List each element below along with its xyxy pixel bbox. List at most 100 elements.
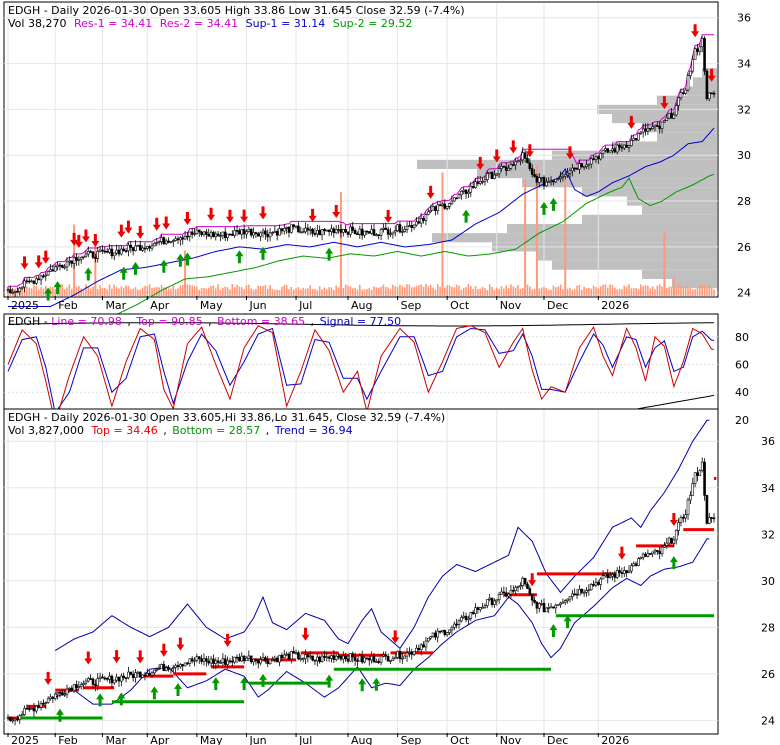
volume-bar <box>370 289 373 296</box>
candle-body <box>641 553 645 558</box>
candle-body <box>223 658 227 665</box>
volume-bar <box>576 285 578 296</box>
volume-bar <box>229 289 231 296</box>
sell-arrow-icon <box>509 140 518 154</box>
volume-bar <box>597 288 600 296</box>
volume-bar <box>106 289 108 296</box>
volume-bar <box>399 284 401 296</box>
candle-body <box>677 97 680 106</box>
profile-bar <box>672 278 717 289</box>
volume-bar <box>396 287 399 296</box>
candle-body <box>481 606 484 609</box>
volume-bar <box>654 289 656 296</box>
sell-arrow-icon <box>162 216 171 230</box>
candle-body <box>495 173 499 176</box>
candle-body <box>648 553 652 555</box>
profile-bar <box>507 223 717 234</box>
y-tick-label: 60 <box>735 358 749 371</box>
volume-bar <box>224 286 227 296</box>
volume-bar <box>274 289 276 296</box>
volume-bar <box>422 286 425 296</box>
candle-body <box>601 575 605 580</box>
candle-body <box>646 553 650 557</box>
candle-body <box>528 162 532 170</box>
candle-body <box>674 530 678 541</box>
candle-body <box>179 237 182 241</box>
volume-bar <box>250 288 253 296</box>
candle-body <box>460 617 463 622</box>
candle-body <box>424 214 428 221</box>
volume-bar <box>278 289 281 296</box>
candle-body <box>117 676 121 682</box>
candle-body <box>528 588 532 595</box>
candle-body <box>282 654 286 658</box>
volume-bar <box>588 287 590 296</box>
candle-body <box>228 660 232 663</box>
buy-arrow-icon <box>259 246 268 260</box>
candle-body <box>547 607 551 609</box>
candle-body <box>611 148 614 151</box>
candle-body <box>486 173 489 180</box>
volume-bar <box>389 289 392 296</box>
candle-body <box>167 667 170 670</box>
volume-bar <box>214 288 217 296</box>
volume-bar <box>139 289 142 296</box>
candle-body <box>323 655 326 658</box>
volume-bar <box>264 284 267 296</box>
candle-body <box>670 537 673 544</box>
y-tick-label: 24 <box>737 287 751 300</box>
candle-body <box>290 224 293 233</box>
candle-body <box>311 228 314 234</box>
volume-bar <box>321 289 323 296</box>
volume-bar <box>701 285 703 296</box>
candle-body <box>516 586 520 588</box>
candle-body <box>320 655 324 662</box>
buy-arrow-icon <box>150 686 159 700</box>
candle-body <box>674 105 678 116</box>
candle-body <box>323 229 326 232</box>
bollinger-legend: Vol 3,827,000 Top = 34.46 , Bottom = 28.… <box>8 424 353 437</box>
volume-bar <box>153 287 156 296</box>
candle-body <box>110 248 114 257</box>
candle-body <box>332 228 336 234</box>
candle-body <box>157 241 161 243</box>
price-legend: Vol 38,270 Res-1 = 34.41 Res-2 = 34.41 S… <box>8 17 412 30</box>
bollinger-gridlines <box>4 410 718 733</box>
candle-body <box>221 658 225 663</box>
candle-body <box>127 244 130 252</box>
candle-body <box>622 144 626 149</box>
candle-body <box>627 145 631 148</box>
candle-body <box>398 650 402 660</box>
stochastic-prefix: EDGH - <box>8 315 51 328</box>
candle-body <box>249 655 253 663</box>
candle-body <box>138 671 142 678</box>
candle-body <box>122 248 125 251</box>
candle-body <box>641 128 645 133</box>
y-tick-label: 30 <box>737 149 751 162</box>
volume-bar <box>552 285 555 296</box>
candle-body <box>549 180 553 183</box>
candle-body <box>94 257 97 259</box>
candle-body <box>493 174 496 179</box>
volume-bar <box>680 285 682 296</box>
candle-body <box>37 278 40 281</box>
candle-body <box>370 655 373 661</box>
volume-bar <box>538 288 541 296</box>
candle-body <box>507 593 510 597</box>
sup2-line <box>8 173 715 317</box>
price-y-axis: 24 26 28 30 32 34 36 <box>737 12 751 300</box>
bollinger-title: EDGH - Daily 2026-01-30 Open 33.605,Hi 3… <box>8 411 445 424</box>
candle-body <box>308 228 312 231</box>
stoch-top-line <box>8 322 714 327</box>
candle-body <box>613 573 617 578</box>
candle-body <box>181 237 185 240</box>
candle-body <box>11 292 15 294</box>
candle-body <box>77 259 81 261</box>
sell-arrow-icon <box>84 651 93 665</box>
candle-body <box>344 655 347 660</box>
candle-body <box>219 662 222 664</box>
candle-body <box>455 623 458 626</box>
candle-body <box>474 181 477 188</box>
profile-bar <box>642 269 717 279</box>
x-tick-label: Dec <box>547 734 568 745</box>
